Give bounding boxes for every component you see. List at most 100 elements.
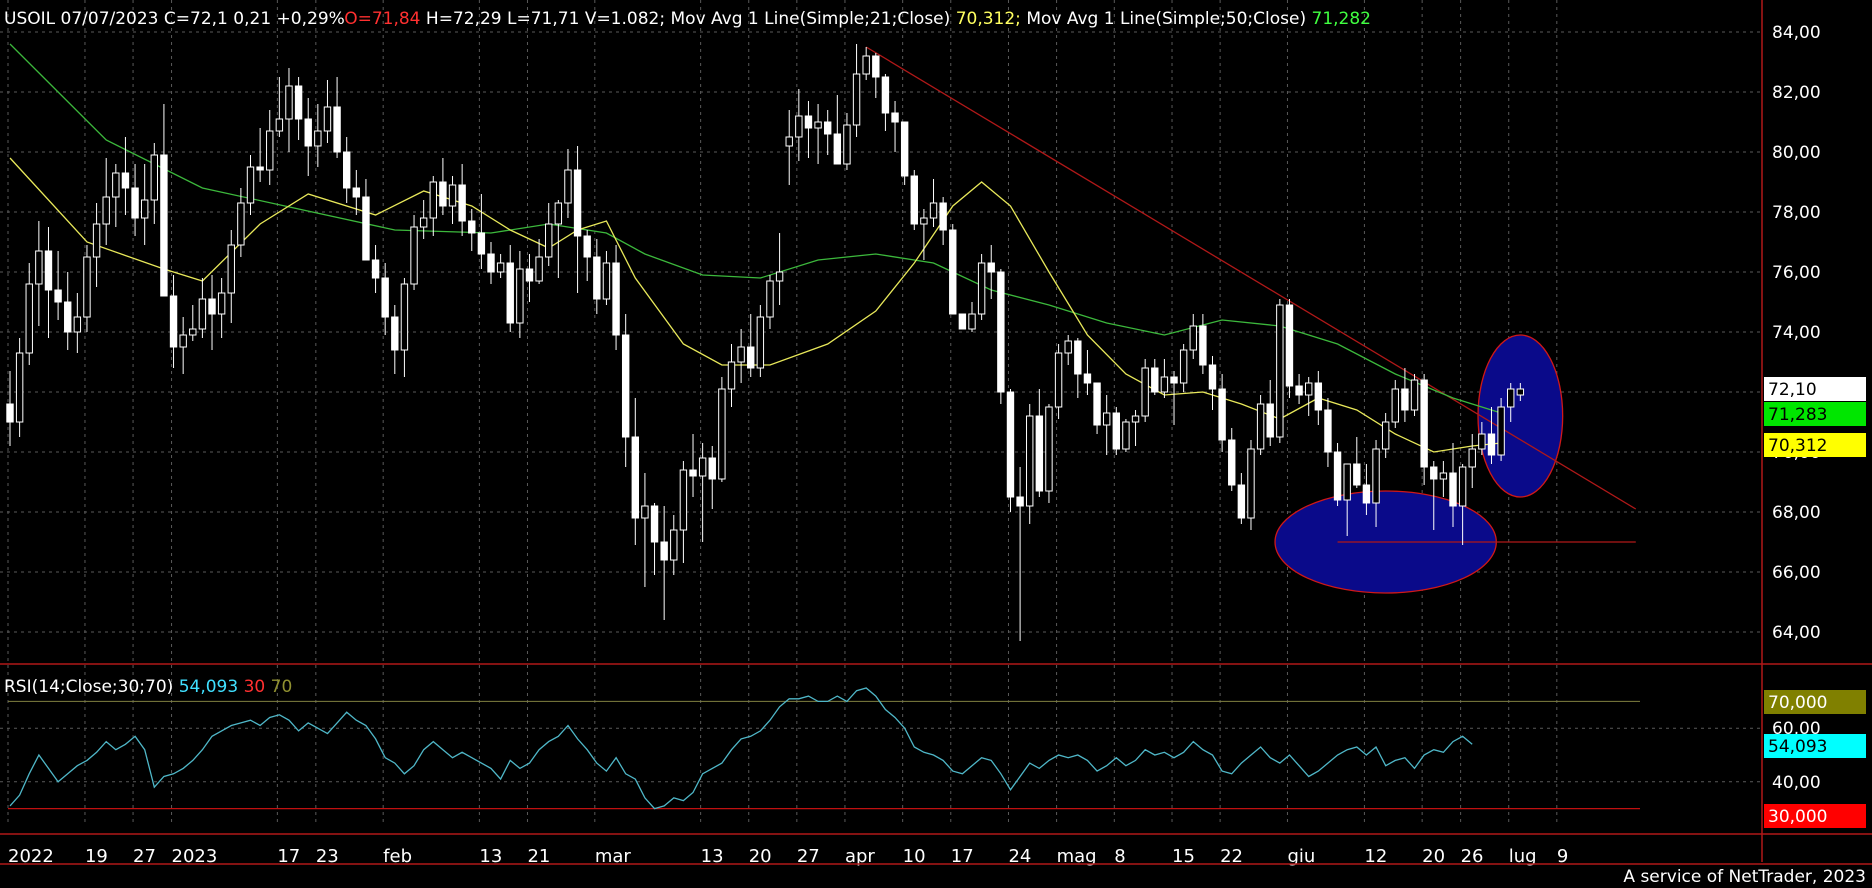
- rsi-tag-text: 70,000: [1768, 693, 1827, 713]
- candle: [900, 121, 909, 185]
- candle-body-down: [1295, 385, 1303, 396]
- candle-body-up: [35, 250, 43, 285]
- candle-body-down: [949, 229, 957, 315]
- price-tick-label: 80,00: [1772, 143, 1821, 163]
- candle: [564, 149, 572, 218]
- candle-body-up: [112, 172, 120, 198]
- candle-body-down: [747, 346, 755, 369]
- candle: [1343, 463, 1351, 536]
- candle-body-up: [756, 316, 765, 369]
- candle: [343, 137, 351, 203]
- rsi-tag-text: 54,093: [1768, 737, 1827, 757]
- candle: [410, 215, 418, 290]
- candle-body-up: [1468, 448, 1476, 468]
- candle-body-up: [140, 199, 149, 219]
- candle-body-up: [217, 292, 226, 315]
- candle: [602, 251, 611, 305]
- candle-body-down: [506, 262, 514, 324]
- candle: [1035, 389, 1044, 497]
- rsi-tag-bg: [1764, 734, 1866, 758]
- candle: [872, 53, 880, 98]
- time-tick-label: giu: [1287, 846, 1315, 867]
- time-tick-label: mag: [1057, 846, 1097, 867]
- candle-body-up: [1064, 340, 1072, 354]
- candle-body-up: [1458, 466, 1467, 507]
- header-symbol: USOIL: [4, 9, 56, 29]
- candle: [747, 314, 755, 377]
- candle: [612, 245, 620, 350]
- candle: [1160, 359, 1169, 398]
- candle: [140, 164, 149, 245]
- candle: [1324, 398, 1332, 467]
- candle-body-up: [83, 256, 91, 318]
- candle: [968, 302, 976, 332]
- candle: [391, 305, 399, 374]
- price-tick-label: 66,00: [1772, 563, 1821, 583]
- candle: [1314, 371, 1323, 425]
- candle-body-up: [843, 124, 851, 165]
- candle: [189, 305, 197, 341]
- candle: [1381, 413, 1390, 458]
- candle: [1170, 371, 1178, 425]
- rsi-tag-text: 30,000: [1768, 807, 1827, 827]
- candle: [756, 305, 765, 377]
- candle: [1189, 314, 1197, 359]
- candle-body-down: [1430, 466, 1438, 480]
- candle-body-down: [631, 436, 639, 519]
- candle: [535, 239, 543, 284]
- candle-body-down: [1401, 388, 1409, 411]
- candle: [314, 104, 322, 167]
- candle-body-up: [1507, 388, 1515, 408]
- candle: [698, 443, 707, 542]
- candle-body-down: [1199, 325, 1207, 366]
- candle: [25, 263, 33, 365]
- header-change-pct: +0,29%: [277, 9, 345, 29]
- candle: [458, 164, 466, 236]
- candle-body-down: [1083, 373, 1092, 384]
- candle-body-down: [131, 187, 139, 219]
- candle: [1266, 380, 1274, 446]
- candle: [833, 95, 842, 165]
- candle-body-up: [15, 352, 24, 423]
- candle-body-up: [1516, 388, 1525, 396]
- candle-body-up: [1026, 415, 1034, 507]
- candle: [352, 170, 361, 215]
- candle: [15, 338, 24, 437]
- candle-body-up: [1102, 412, 1111, 426]
- time-tick-label: 26: [1461, 846, 1484, 867]
- rsi-tag: 30,000: [1764, 804, 1866, 828]
- candle: [381, 263, 389, 335]
- candle: [631, 398, 639, 545]
- candle: [785, 110, 793, 185]
- candle: [121, 137, 130, 215]
- candle: [35, 221, 43, 326]
- candle: [1141, 359, 1149, 422]
- candle-body-down: [824, 121, 832, 135]
- candle-body-down: [304, 118, 312, 147]
- candle-body-up: [727, 361, 736, 390]
- candle-body-down: [804, 115, 813, 129]
- candle: [1083, 350, 1092, 395]
- candle-body-down: [371, 259, 380, 279]
- candle-body-up: [814, 121, 822, 129]
- candle-body-down: [1218, 388, 1226, 441]
- price-tick-label: 68,00: [1772, 503, 1821, 523]
- candle: [910, 170, 918, 230]
- candle-body-down: [487, 253, 495, 273]
- price-tick-label: 76,00: [1772, 263, 1821, 283]
- candle-body-up: [1131, 415, 1140, 423]
- candle: [1064, 335, 1072, 365]
- candle: [1420, 374, 1428, 485]
- time-tick-label: 8: [1114, 846, 1125, 867]
- candle: [1179, 344, 1188, 392]
- candle: [256, 128, 264, 182]
- candle: [6, 371, 14, 446]
- candle: [1112, 407, 1120, 455]
- candle: [593, 239, 601, 314]
- candle: [506, 245, 514, 332]
- candle: [862, 47, 870, 80]
- candle: [1487, 407, 1496, 464]
- candle: [1353, 437, 1361, 488]
- candle-body-down: [1035, 415, 1044, 492]
